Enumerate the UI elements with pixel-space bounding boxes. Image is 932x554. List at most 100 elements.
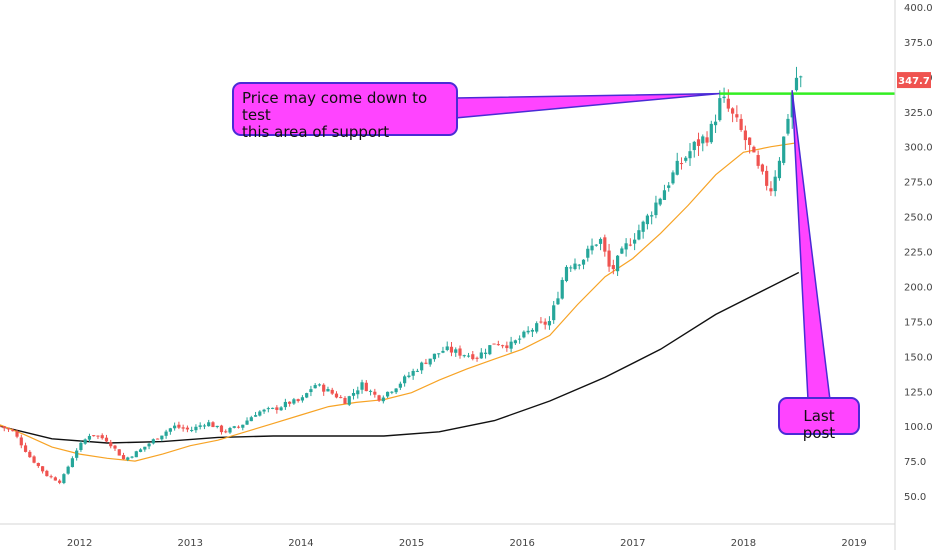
candle-body xyxy=(322,384,326,392)
candle-body xyxy=(194,426,198,431)
candle-body xyxy=(283,401,287,408)
candle-body xyxy=(403,376,407,384)
candle-body xyxy=(726,98,730,109)
x-tick-label: 2019 xyxy=(841,538,866,549)
candle-body xyxy=(168,428,172,432)
candle-body xyxy=(62,474,66,484)
candle-body xyxy=(799,76,803,78)
candle-body xyxy=(560,279,564,299)
candle-body xyxy=(202,425,207,427)
candle-body xyxy=(279,407,283,411)
candle-body xyxy=(104,437,109,442)
last-post-label: Last post xyxy=(802,407,836,442)
candle-body xyxy=(40,466,45,472)
x-tick-label: 2016 xyxy=(509,538,534,549)
candle-body xyxy=(87,435,92,440)
candle-body xyxy=(185,427,190,430)
candle-body xyxy=(326,389,330,392)
last-price-badge xyxy=(897,72,931,89)
candle-body xyxy=(398,383,402,388)
candle-body xyxy=(475,357,479,359)
candle-body xyxy=(539,321,543,323)
candle-body xyxy=(130,456,134,458)
fast-moving-average-line xyxy=(0,141,799,462)
candle-body xyxy=(288,401,292,404)
candle-body xyxy=(381,397,385,402)
candle-body xyxy=(181,427,185,429)
slow-moving-average-line xyxy=(0,271,800,444)
candle-body xyxy=(437,353,441,355)
last-post-callout: Last post xyxy=(778,397,860,442)
candle-body xyxy=(743,130,747,141)
candle-body xyxy=(513,340,517,344)
candle-body xyxy=(598,238,603,244)
candle-body xyxy=(356,390,360,395)
candle-body xyxy=(667,185,671,188)
candle-body xyxy=(92,435,96,437)
candle-body xyxy=(36,462,40,467)
candle-body xyxy=(236,426,241,428)
candle-body xyxy=(692,141,696,151)
candle-body xyxy=(360,382,364,390)
candle-body xyxy=(679,163,684,165)
candle-body xyxy=(607,250,611,267)
candle-body xyxy=(705,137,709,143)
candle-body xyxy=(253,415,258,417)
candle-body xyxy=(424,362,428,364)
y-tick-label: 125.0 xyxy=(904,387,932,398)
y-tick-label: 175.0 xyxy=(904,317,932,328)
candle-body xyxy=(594,244,598,246)
candle-body xyxy=(713,121,718,126)
candle-body xyxy=(658,198,662,205)
candle-body xyxy=(586,248,590,258)
candle-body xyxy=(573,263,577,270)
candle-body xyxy=(100,435,104,439)
candle-body xyxy=(2,426,6,429)
y-tick-label: 50.0 xyxy=(904,492,926,503)
candle-body xyxy=(765,170,769,186)
candle-body xyxy=(368,390,373,392)
candle-body xyxy=(53,477,57,481)
candle-body xyxy=(641,221,645,232)
candle-body xyxy=(296,399,300,402)
candle-body xyxy=(526,330,530,333)
candle-body xyxy=(462,355,466,357)
candle-body xyxy=(151,439,155,444)
candle-body xyxy=(675,160,679,175)
candle-body xyxy=(164,431,168,436)
x-tick-label: 2015 xyxy=(399,538,424,549)
candle-body xyxy=(628,244,632,246)
candle-body xyxy=(394,388,398,393)
candle-body xyxy=(15,431,19,437)
candle-body xyxy=(773,176,777,192)
x-tick-label: 2017 xyxy=(620,538,645,549)
candle-body xyxy=(190,429,194,431)
candle-body xyxy=(275,407,279,410)
candle-body xyxy=(739,118,743,130)
candle-body xyxy=(488,345,492,355)
candle-body xyxy=(684,157,688,161)
candle-body xyxy=(449,346,454,353)
candle-body xyxy=(45,470,49,477)
candle-body xyxy=(547,321,552,326)
candle-body xyxy=(509,341,513,349)
candle-body xyxy=(121,455,126,460)
candle-body xyxy=(117,449,121,456)
candle-body xyxy=(688,151,692,159)
candle-body xyxy=(0,426,2,428)
candle-body xyxy=(373,391,377,395)
candle-body xyxy=(58,480,62,483)
candle-body xyxy=(207,422,211,427)
candle-body xyxy=(654,202,658,216)
candle-body xyxy=(662,190,667,200)
candle-body xyxy=(96,435,100,437)
y-tick-label: 375.0 xyxy=(904,38,932,49)
candle-body xyxy=(70,458,75,468)
candle-body xyxy=(215,425,219,428)
candle-body xyxy=(735,114,739,118)
candle-body xyxy=(262,409,266,412)
candle-body xyxy=(32,456,36,463)
candle-body xyxy=(518,338,522,340)
candle-body xyxy=(66,466,70,474)
